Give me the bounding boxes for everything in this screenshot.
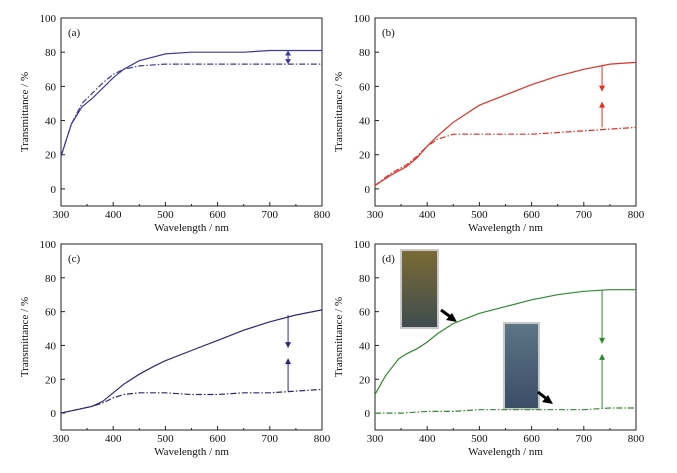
x-tick-label: 700 (262, 209, 279, 221)
x-tick-label: 400 (105, 433, 122, 445)
y-tick-label: 40 (359, 116, 371, 128)
y-tick-label: 0 (51, 184, 57, 196)
arrowhead-up (599, 101, 606, 108)
arrowhead-up (285, 50, 292, 56)
axes-frame (374, 17, 637, 207)
y-tick-label: 80 (45, 47, 57, 59)
series-line-solid (374, 61, 637, 187)
arrowhead-up (599, 353, 606, 360)
y-tick-label: 0 (365, 184, 371, 196)
y-tick-label: 60 (45, 81, 57, 93)
series-line-dashdot (374, 126, 637, 186)
arrowhead-down (285, 59, 292, 65)
x-tick-label: 400 (419, 433, 436, 445)
y-tick-label: 0 (51, 408, 57, 420)
y-tick-label: 60 (45, 307, 57, 319)
y-tick-label: 100 (354, 13, 371, 25)
y-axis-label: Transmittance / % (333, 72, 345, 152)
y-tick-label: 20 (359, 150, 371, 162)
x-axis-label: Wavelength / nm (154, 222, 229, 234)
photo-pointer-arrowhead (446, 313, 457, 322)
x-tick-label: 600 (523, 209, 540, 221)
y-tick-label: 60 (359, 307, 371, 319)
x-tick-label: 800 (314, 433, 331, 445)
x-tick-label: 300 (53, 209, 70, 221)
x-axis-label: Wavelength / nm (468, 222, 543, 234)
y-axis-label: Transmittance / % (19, 72, 31, 152)
panel-b: 300 400 500 600 700 800 0 20 40 60 80 100 Wavelength… (333, 13, 645, 234)
panel-c: 300 400 500 600 700 800 0 20 40 60 80 100 Wavelength… (19, 239, 331, 458)
series-line-dashdot (60, 63, 322, 157)
y-tick-label: 20 (359, 374, 371, 386)
x-tick-label: 500 (157, 433, 174, 445)
arrowhead-up (285, 358, 292, 365)
x-tick-label: 800 (314, 209, 331, 221)
x-tick-label: 500 (471, 209, 488, 221)
arrowhead-down (285, 342, 292, 349)
panel-a: 300 400 500 600 700 800 0 20 40 60 80 100 Wavelength… (19, 13, 331, 234)
x-tick-label: 300 (367, 433, 384, 445)
axes-frame (60, 17, 323, 207)
panel-label: (b) (382, 27, 395, 39)
y-axis-label: Transmittance / % (333, 297, 345, 377)
panel-label: (d) (382, 253, 395, 265)
y-tick-label: 100 (40, 13, 57, 25)
y-tick-label: 60 (359, 81, 371, 93)
x-tick-label: 800 (628, 209, 645, 221)
x-tick-label: 800 (628, 433, 645, 445)
y-tick-label: 40 (45, 340, 57, 352)
series-line-solid (374, 289, 636, 395)
panel-label: (a) (68, 27, 81, 39)
photo-pointer-arrowhead (542, 395, 553, 404)
panel-d: 300 400 500 600 700 800 0 20 40 60 80 100 Wavelength… (333, 239, 645, 458)
x-axis-label: Wavelength / nm (154, 446, 229, 458)
x-tick-label: 300 (53, 433, 70, 445)
y-tick-label: 100 (40, 239, 57, 251)
y-tick-label: 80 (359, 47, 371, 59)
x-tick-label: 600 (209, 433, 226, 445)
y-axis-label: Transmittance / % (19, 297, 31, 377)
series-line-solid (60, 49, 322, 157)
x-tick-label: 600 (523, 433, 540, 445)
arrowhead-down (599, 337, 606, 344)
x-tick-label: 400 (419, 209, 436, 221)
series-line-dashdot (60, 388, 323, 414)
sample-photo (402, 251, 437, 327)
x-tick-label: 700 (262, 433, 279, 445)
y-tick-label: 20 (45, 374, 57, 386)
x-axis-label: Wavelength / nm (468, 446, 543, 458)
y-tick-label: 40 (359, 340, 371, 352)
arrowhead-down (599, 85, 606, 92)
y-tick-label: 80 (359, 273, 371, 285)
x-tick-label: 500 (471, 433, 488, 445)
x-tick-label: 400 (105, 209, 122, 221)
series-line-solid (60, 309, 323, 414)
y-tick-label: 100 (354, 239, 371, 251)
x-tick-label: 500 (157, 209, 174, 221)
x-tick-label: 600 (209, 209, 226, 221)
x-tick-label: 300 (367, 209, 384, 221)
y-tick-label: 80 (45, 273, 57, 285)
y-tick-label: 40 (45, 116, 57, 128)
x-tick-label: 700 (576, 433, 593, 445)
y-tick-label: 20 (45, 150, 57, 162)
panel-label: (c) (68, 253, 81, 265)
series-line-dashdot (375, 407, 636, 414)
sample-photo (505, 324, 538, 408)
x-tick-label: 700 (576, 209, 593, 221)
y-tick-label: 0 (365, 408, 371, 420)
